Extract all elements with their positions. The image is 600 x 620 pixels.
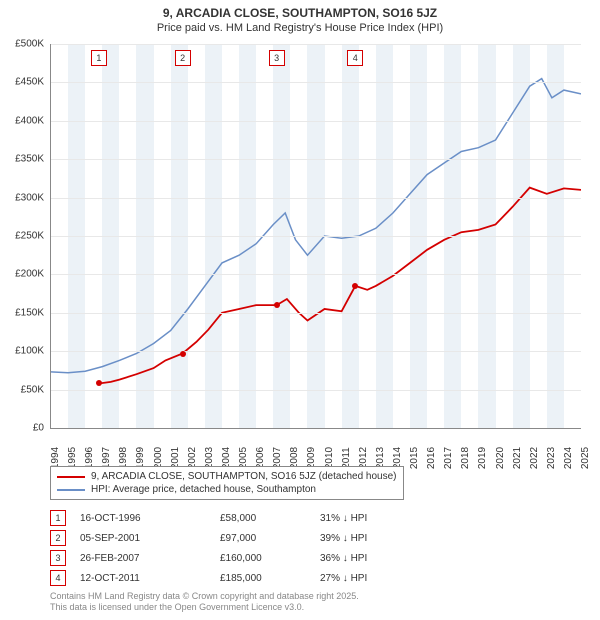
gridline: [51, 274, 581, 275]
y-tick-label: £200K: [15, 269, 44, 280]
gridline: [51, 121, 581, 122]
row-delta: 27% ↓ HPI: [320, 573, 420, 584]
gridline: [51, 351, 581, 352]
row-date: 05-SEP-2001: [80, 533, 220, 544]
legend-swatch: [57, 489, 85, 491]
row-price: £58,000: [220, 513, 320, 524]
x-axis-labels: 1994199519961997199819992000200120022003…: [50, 430, 580, 460]
row-date: 26-FEB-2007: [80, 553, 220, 564]
data-point-dot: [352, 283, 358, 289]
legend: 9, ARCADIA CLOSE, SOUTHAMPTON, SO16 5JZ …: [50, 466, 404, 500]
data-point-dot: [274, 302, 280, 308]
y-axis-labels: £0£50K£100K£150K£200K£250K£300K£350K£400…: [0, 44, 48, 428]
x-tick-label: 2023: [546, 447, 557, 469]
y-tick-label: £450K: [15, 77, 44, 88]
row-date: 16-OCT-1996: [80, 513, 220, 524]
legend-row: 9, ARCADIA CLOSE, SOUTHAMPTON, SO16 5JZ …: [57, 470, 397, 483]
y-tick-label: £250K: [15, 231, 44, 242]
event-marker: 3: [269, 50, 285, 66]
footer-line-1: Contains HM Land Registry data © Crown c…: [50, 591, 359, 603]
row-marker: 1: [50, 510, 66, 526]
x-tick-label: 2024: [563, 447, 574, 469]
table-row: 4 12-OCT-2011£185,00027% ↓ HPI: [50, 568, 420, 588]
y-tick-label: £0: [33, 423, 44, 434]
event-marker: 2: [175, 50, 191, 66]
y-tick-label: £150K: [15, 307, 44, 318]
x-tick-label: 2015: [409, 447, 420, 469]
x-tick-label: 2016: [426, 447, 437, 469]
gridline: [51, 82, 581, 83]
data-point-dot: [96, 380, 102, 386]
gridline: [51, 44, 581, 45]
chart-subtitle: Price paid vs. HM Land Registry's House …: [0, 20, 600, 34]
row-marker: 4: [50, 570, 66, 586]
y-tick-label: £100K: [15, 346, 44, 357]
gridline: [51, 390, 581, 391]
row-price: £97,000: [220, 533, 320, 544]
legend-row: HPI: Average price, detached house, Sout…: [57, 483, 397, 496]
gridline: [51, 159, 581, 160]
data-point-dot: [180, 351, 186, 357]
x-tick-label: 2022: [529, 447, 540, 469]
gridline: [51, 198, 581, 199]
y-tick-label: £350K: [15, 154, 44, 165]
x-tick-label: 2019: [477, 447, 488, 469]
x-tick-label: 2018: [460, 447, 471, 469]
row-marker: 2: [50, 530, 66, 546]
table-row: 1 16-OCT-1996£58,00031% ↓ HPI: [50, 508, 420, 528]
y-tick-label: £400K: [15, 115, 44, 126]
event-marker: 1: [91, 50, 107, 66]
legend-label: HPI: Average price, detached house, Sout…: [91, 484, 316, 495]
transaction-table: 1 16-OCT-1996£58,00031% ↓ HPI 2 05-SEP-2001…: [50, 508, 420, 588]
row-date: 12-OCT-2011: [80, 573, 220, 584]
legend-label: 9, ARCADIA CLOSE, SOUTHAMPTON, SO16 5JZ …: [91, 471, 397, 482]
row-delta: 31% ↓ HPI: [320, 513, 420, 524]
plot-area: 1 2 3 4: [50, 44, 581, 429]
chart-title: 9, ARCADIA CLOSE, SOUTHAMPTON, SO16 5JZ: [0, 0, 600, 20]
chart-container: 9, ARCADIA CLOSE, SOUTHAMPTON, SO16 5JZ …: [0, 0, 600, 620]
table-row: 3 26-FEB-2007£160,00036% ↓ HPI: [50, 548, 420, 568]
x-tick-label: 2017: [443, 447, 454, 469]
series-line: [99, 188, 581, 384]
x-tick-label: 2020: [495, 447, 506, 469]
row-delta: 39% ↓ HPI: [320, 533, 420, 544]
footer-text: Contains HM Land Registry data © Crown c…: [50, 591, 359, 614]
row-delta: 36% ↓ HPI: [320, 553, 420, 564]
legend-swatch: [57, 476, 85, 478]
gridline: [51, 236, 581, 237]
row-price: £160,000: [220, 553, 320, 564]
row-marker: 3: [50, 550, 66, 566]
y-tick-label: £300K: [15, 192, 44, 203]
y-tick-label: £500K: [15, 39, 44, 50]
table-row: 2 05-SEP-2001£97,00039% ↓ HPI: [50, 528, 420, 548]
event-marker: 4: [347, 50, 363, 66]
gridline: [51, 313, 581, 314]
y-tick-label: £50K: [21, 384, 44, 395]
row-price: £185,000: [220, 573, 320, 584]
x-tick-label: 2021: [512, 447, 523, 469]
series-line: [51, 79, 581, 373]
footer-line-2: This data is licensed under the Open Gov…: [50, 602, 359, 614]
x-tick-label: 2025: [580, 447, 591, 469]
